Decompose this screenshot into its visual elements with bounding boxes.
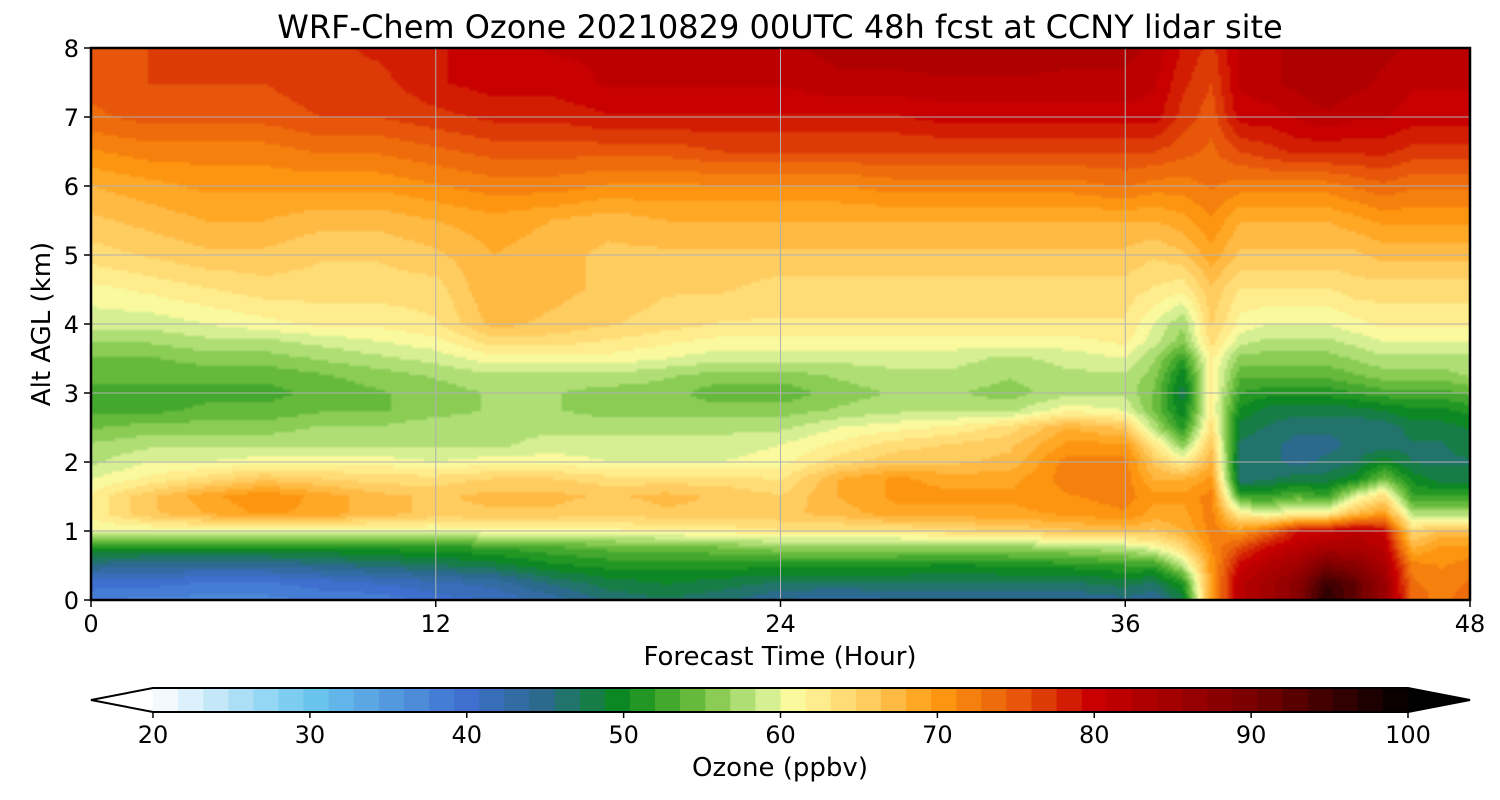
colorbar-swatch xyxy=(554,688,581,712)
colorbar-swatch xyxy=(906,688,932,712)
colorbar-swatch xyxy=(429,688,455,712)
y-axis: 0 1 2 3 4 5 6 7 8 xyxy=(64,35,91,615)
colorbar-swatch xyxy=(1332,688,1359,712)
colorbar-swatch xyxy=(153,688,179,712)
colorbar-swatch xyxy=(454,688,480,712)
colorbar-swatch xyxy=(705,688,731,712)
colorbar-swatch xyxy=(1257,688,1284,712)
colorbar-swatch xyxy=(981,688,1007,712)
y-tick-label: 1 xyxy=(64,518,79,546)
colorbar-swatch xyxy=(629,688,656,712)
colorbar: 20 30 40 50 60 70 80 90 100 xyxy=(90,687,1471,749)
colorbar-swatch xyxy=(1006,688,1033,712)
x-tick-label: 12 xyxy=(420,610,451,638)
colorbar-swatch xyxy=(1131,688,1158,712)
chart-title: WRF-Chem Ozone 20210829 00UTC 48h fcst a… xyxy=(277,8,1282,46)
colorbar-swatch xyxy=(328,688,355,712)
colorbar-swatch xyxy=(1081,688,1108,712)
colorbar-extend-high xyxy=(1408,688,1470,712)
colorbar-swatch xyxy=(278,688,305,712)
colorbar-swatch xyxy=(1282,688,1309,712)
x-axis: 0 12 24 36 48 xyxy=(83,600,1485,638)
colorbar-swatch xyxy=(353,688,380,712)
colorbar-swatch xyxy=(378,688,405,712)
y-tick-label: 8 xyxy=(64,35,79,63)
colorbar-swatch xyxy=(730,688,756,712)
colorbar-swatch xyxy=(504,688,531,712)
x-tick-label: 0 xyxy=(83,610,98,638)
colorbar-swatch xyxy=(404,688,430,712)
colorbar-tick-label: 70 xyxy=(922,721,953,749)
colorbar-swatch xyxy=(253,688,280,712)
y-tick-label: 6 xyxy=(64,173,79,201)
colorbar-swatch xyxy=(830,688,857,712)
colorbar-swatch xyxy=(880,688,907,712)
colorbar-extend-low xyxy=(91,688,153,712)
colorbar-swatch xyxy=(755,688,782,712)
colorbar-label: Ozone (ppbv) xyxy=(692,753,868,783)
colorbar-tick-label: 40 xyxy=(451,721,482,749)
colorbar-swatch xyxy=(1031,688,1058,712)
colorbar-swatch xyxy=(956,688,982,712)
colorbar-swatch xyxy=(1056,688,1083,712)
colorbar-swatch xyxy=(228,688,254,712)
colorbar-swatch xyxy=(655,688,681,712)
colorbar-tick-label: 30 xyxy=(295,721,326,749)
colorbar-tick-label: 20 xyxy=(138,721,169,749)
y-axis-label: Alt AGL (km) xyxy=(27,242,57,406)
colorbar-swatch xyxy=(604,688,631,712)
x-tick-label: 48 xyxy=(1455,610,1486,638)
colorbar-swatch xyxy=(178,688,204,712)
colorbar-swatch xyxy=(1157,688,1183,712)
colorbar-swatch xyxy=(1382,688,1409,712)
colorbar-tick-label: 100 xyxy=(1385,721,1431,749)
colorbar-swatch xyxy=(780,688,807,712)
x-tick-label: 36 xyxy=(1110,610,1141,638)
x-tick-label: 24 xyxy=(765,610,796,638)
y-tick-label: 7 xyxy=(64,104,79,132)
colorbar-swatch xyxy=(479,688,505,712)
colorbar-swatch xyxy=(805,688,832,712)
colorbar-swatch xyxy=(1182,688,1208,712)
colorbar-swatch xyxy=(1207,688,1233,712)
colorbar-swatch xyxy=(303,688,330,712)
colorbar-tick-label: 80 xyxy=(1079,721,1110,749)
y-tick-label: 2 xyxy=(64,449,79,477)
colorbar-swatch xyxy=(931,688,957,712)
colorbar-swatch xyxy=(1307,688,1334,712)
y-tick-label: 0 xyxy=(64,587,79,615)
colorbar-tick-label: 60 xyxy=(765,721,796,749)
colorbar-swatch xyxy=(203,688,229,712)
colorbar-swatch xyxy=(529,688,556,712)
x-axis-label: Forecast Time (Hour) xyxy=(643,642,916,672)
colorbar-swatch xyxy=(855,688,882,712)
y-tick-label: 3 xyxy=(64,380,79,408)
colorbar-swatch xyxy=(579,688,606,712)
colorbar-tick-label: 90 xyxy=(1236,721,1267,749)
colorbar-tick-label: 50 xyxy=(608,721,639,749)
colorbar-swatch xyxy=(1232,688,1258,712)
y-tick-label: 4 xyxy=(64,311,79,339)
colorbar-swatch xyxy=(680,688,706,712)
y-tick-label: 5 xyxy=(64,242,79,270)
colorbar-swatch xyxy=(1357,688,1384,712)
colorbar-swatch xyxy=(1106,688,1133,712)
